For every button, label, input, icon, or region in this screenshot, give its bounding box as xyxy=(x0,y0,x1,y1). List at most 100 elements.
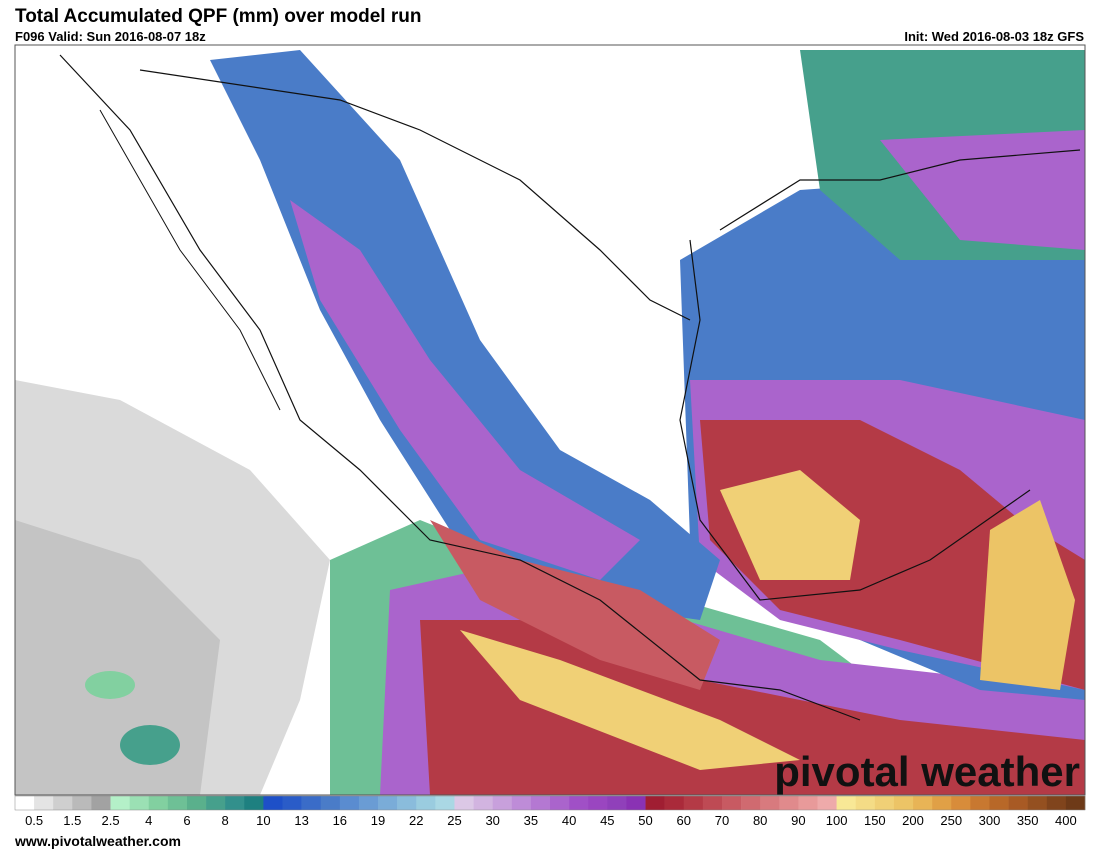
colorbar-cell xyxy=(779,796,799,810)
colorbar-cell xyxy=(53,796,73,810)
colorbar-label: 350 xyxy=(1017,813,1039,828)
colorbar-cell xyxy=(454,796,474,810)
colorbar-cell xyxy=(339,796,360,810)
colorbar-cell xyxy=(492,796,513,810)
map-frame xyxy=(14,44,1086,796)
colorbar-cell xyxy=(320,796,341,810)
colorbar-label: 200 xyxy=(902,813,924,828)
colorbar-cell xyxy=(530,796,551,810)
colorbar-cell xyxy=(167,796,188,810)
colorbar-cell xyxy=(913,796,933,810)
colorbar-cell xyxy=(91,796,111,810)
colorbar-cell xyxy=(1065,796,1086,810)
colorbar-cell xyxy=(186,796,207,810)
colorbar-label: 80 xyxy=(753,813,767,828)
colorbar-cell xyxy=(435,796,455,810)
colorbar-cell xyxy=(760,796,780,810)
colorbar-cell xyxy=(645,796,665,810)
colorbar-label: 40 xyxy=(562,813,576,828)
colorbar-label: 35 xyxy=(524,813,538,828)
colorbar-cell xyxy=(397,796,417,810)
colorbar-cell xyxy=(1008,796,1028,810)
colorbar-cell xyxy=(1046,796,1067,810)
colorbar-cell xyxy=(798,796,818,810)
colorbar-label: 13 xyxy=(294,813,308,828)
colorbar-label: 2.5 xyxy=(101,813,119,828)
valid-time: F096 Valid: Sun 2016-08-07 18z xyxy=(15,29,206,44)
colorbar-cell xyxy=(893,796,914,810)
colorbar-cell xyxy=(34,796,54,810)
colorbar-label: 16 xyxy=(333,813,347,828)
precip-field xyxy=(15,45,1085,795)
colorbar-cell xyxy=(206,796,226,810)
colorbar-label: 45 xyxy=(600,813,614,828)
pacific-yellow xyxy=(460,630,800,770)
colorbar-cell xyxy=(855,796,876,810)
colorbar-cell xyxy=(550,796,570,810)
watermark: pivotal weather xyxy=(774,748,1080,795)
colorbar-label: 60 xyxy=(677,813,691,828)
colorbar: 0.5 1.5 2.5 4 6 8 10 13 16 19 22 25 30 35 40 45 50 60 70 80… xyxy=(14,795,1086,828)
colorbar-cell xyxy=(741,796,761,810)
colorbar-frame xyxy=(14,795,1086,811)
colorbar-cell xyxy=(511,796,532,810)
colorbar-cell xyxy=(301,796,322,810)
ocean-precip xyxy=(15,520,220,795)
colorbar-cell xyxy=(148,796,169,810)
colorbar-label: 150 xyxy=(864,813,886,828)
colorbar-cell xyxy=(951,796,971,810)
colorbar-label: 10 xyxy=(256,813,270,828)
colorbar-cell xyxy=(702,796,723,810)
caribbean-yellow xyxy=(980,500,1075,690)
colorbar-cell xyxy=(836,796,857,810)
colorbar-cell xyxy=(244,796,264,810)
colorbar-cell xyxy=(416,796,436,810)
coastline xyxy=(59,54,1081,721)
colorbar-label: 6 xyxy=(183,813,190,828)
colorbar-cell xyxy=(225,796,245,810)
colorbar-cell xyxy=(72,796,92,810)
colorbar-label: 8 xyxy=(222,813,229,828)
colorbar-cell xyxy=(129,796,150,810)
colorbar-cell xyxy=(932,796,952,810)
sierra-blue xyxy=(210,50,720,620)
colorbar-cell xyxy=(664,796,685,810)
colorbar-label: 19 xyxy=(371,813,385,828)
init-time: Init: Wed 2016-08-03 18z GFS xyxy=(904,29,1084,44)
colorbar-cell xyxy=(569,796,589,810)
colorbar-cell xyxy=(110,796,130,810)
gulf-yellow xyxy=(720,470,860,580)
colorbar-cell xyxy=(1027,796,1048,810)
colorbar-label: 22 xyxy=(409,813,423,828)
colorbar-label: 400 xyxy=(1055,813,1077,828)
south-mexico-red xyxy=(430,520,720,690)
colorbar-label: 25 xyxy=(447,813,461,828)
colorbar-cell xyxy=(588,796,608,810)
colorbar-cell xyxy=(970,796,990,810)
colorbar-cell xyxy=(874,796,895,810)
colorbar-label: 4 xyxy=(145,813,152,828)
colorbar-label: 0.5 xyxy=(25,813,43,828)
coastline xyxy=(99,109,281,411)
colorbar-label: 90 xyxy=(791,813,805,828)
colorbar-cell xyxy=(607,796,627,810)
colorbar-label: 1.5 xyxy=(63,813,81,828)
pacific-cell xyxy=(85,671,135,699)
colorbar-label: 30 xyxy=(485,813,499,828)
colorbar-cell xyxy=(683,796,704,810)
sierra-purple xyxy=(290,200,640,580)
website: www.pivotalweather.com xyxy=(14,833,181,849)
colorbar-label: 50 xyxy=(638,813,652,828)
colorbar-cell xyxy=(989,796,1009,810)
pacific-red xyxy=(420,620,1085,795)
colorbar-label: 300 xyxy=(979,813,1001,828)
colorbar-label: 100 xyxy=(826,813,848,828)
pacific-cell xyxy=(120,725,180,765)
colorbar-label: 250 xyxy=(940,813,962,828)
colorbar-cell xyxy=(378,796,398,810)
north-purple xyxy=(880,130,1085,250)
colorbar-cell xyxy=(626,796,646,810)
colorbar-cell xyxy=(721,796,742,810)
